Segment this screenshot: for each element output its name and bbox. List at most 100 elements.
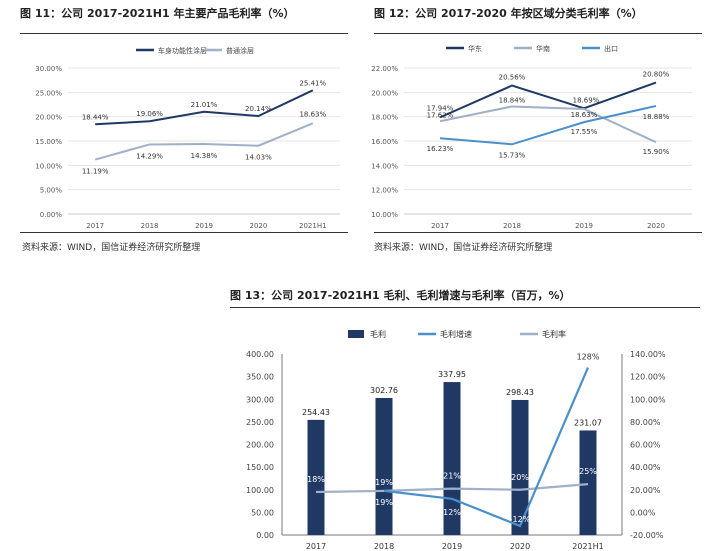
chart-13-bar xyxy=(511,399,529,535)
chart-12-y-tick: 14.00% xyxy=(371,162,398,170)
chart-13-right-y-tick: 120.00% xyxy=(630,373,666,382)
chart-12-data-label: 17.94% xyxy=(427,104,454,112)
chart-11-legend-label: 车身功能性涂层 xyxy=(158,46,207,55)
chart-13-bar-label: 298.43 xyxy=(506,388,534,397)
chart-13-legend-label: 毛利增速 xyxy=(440,329,472,339)
chart-12-series-line xyxy=(439,105,657,144)
chart-13-left-y-tick: 400.00 xyxy=(246,350,274,359)
chart-11-data-label: 20.14% xyxy=(245,105,272,113)
chart-11-y-tick: 25.00% xyxy=(35,89,62,97)
chart-11-legend-label: 普通涂层 xyxy=(226,46,254,55)
chart-12-data-label: 18.63% xyxy=(571,111,598,119)
chart-13-left-y-tick: 100.00 xyxy=(246,486,274,495)
chart-13-right-y-tick: 60.00% xyxy=(630,441,661,450)
chart-13-x-tick: 2021H1 xyxy=(572,542,603,551)
chart-11-source: 资料来源：WIND，国信证券经济研究所整理 xyxy=(22,243,201,253)
chart-12-series-line xyxy=(439,104,657,146)
chart-12-data-label: 16.23% xyxy=(427,145,454,153)
chart-11-data-label: 14.38% xyxy=(191,152,218,160)
chart-13-right-y-tick: 40.00% xyxy=(630,463,661,472)
chart-12-data-label: 18.84% xyxy=(499,96,526,104)
chart-11-data-label: 11.19% xyxy=(82,168,109,176)
chart-13-line-label: 19% xyxy=(375,478,393,487)
chart-13-left-y-tick: 0.00 xyxy=(256,531,274,540)
chart-13-bar xyxy=(307,419,325,535)
chart-11-x-tick: 2017 xyxy=(86,222,104,230)
chart-13-title-rule xyxy=(230,307,700,308)
chart-13-x-tick: 2020 xyxy=(510,542,530,551)
chart-12-data-label: 18.88% xyxy=(643,113,670,121)
chart-13-plot: 0.00 50.00 100.00 150.00 200.00 250.00 300.00 3… xyxy=(246,329,666,551)
chart-12-data-label: 17.62% xyxy=(427,111,454,119)
chart-12-y-tick: 10.00% xyxy=(371,211,398,219)
chart-13-right-y-tick: 80.00% xyxy=(630,418,661,427)
chart-12-source: 资料来源：WIND，国信证券经济研究所整理 xyxy=(374,243,553,253)
chart-12-y-tick: 22.00% xyxy=(371,65,398,73)
chart-13-line-label: 25% xyxy=(579,467,597,476)
chart-13-legend-swatch xyxy=(348,330,364,338)
chart-13-line-label: 18% xyxy=(307,475,325,484)
chart-13-bar xyxy=(375,398,393,535)
chart-13-right-y-tick: -20.00% xyxy=(630,531,664,540)
chart-11-y-tick: 10.00% xyxy=(35,162,62,170)
chart-11-series-line xyxy=(94,122,314,161)
chart-13-legend-label: 毛利率 xyxy=(542,329,566,339)
chart-13-x-tick: 2018 xyxy=(374,542,394,551)
chart-11-title: 图 11：公司 2017-2021H1 年主要产品毛利率（%） xyxy=(20,7,295,20)
chart-13-bar-label: 231.07 xyxy=(574,418,602,427)
chart-13-x-tick: 2017 xyxy=(306,542,326,551)
chart-13-line-label: 21% xyxy=(443,472,461,481)
chart-13-right-y-tick: 100.00% xyxy=(630,395,666,404)
chart-12-plot: 10.00% 12.00% 14.00% 16.00% 18.00% 20.00% 22.0… xyxy=(371,44,692,230)
chart-12-data-label: 15.90% xyxy=(643,148,670,156)
chart-13-bar-label: 302.76 xyxy=(370,386,398,395)
chart-13-bar xyxy=(579,430,597,535)
chart-11-data-label: 14.03% xyxy=(245,154,272,162)
chart-12-data-label: 20.80% xyxy=(643,71,670,79)
chart-12-title: 图 12：公司 2017-2020 年按区域分类毛利率（%） xyxy=(374,7,643,20)
chart-11-data-label: 18.63% xyxy=(299,110,326,118)
chart-11-y-tick: 0.00% xyxy=(40,211,63,219)
chart-13-right-y-tick: 20.00% xyxy=(630,486,661,495)
chart-12-title-rule xyxy=(374,33,702,34)
chart-11-data-label: 14.29% xyxy=(136,152,163,160)
chart-13-bar xyxy=(443,382,461,535)
chart-13-line-label: 12% xyxy=(443,508,461,517)
chart-11-x-tick: 2020 xyxy=(249,222,267,230)
chart-11-bottom-rule xyxy=(20,232,348,233)
chart-11-x-tick: 2019 xyxy=(195,222,213,230)
chart-11-x-tick: 2021H1 xyxy=(299,222,327,230)
chart-12-data-label: 15.73% xyxy=(499,151,526,159)
chart-13-left-y-tick: 350.00 xyxy=(246,373,274,382)
chart-13-bar-label: 337.95 xyxy=(438,370,466,379)
chart-11-title-rule xyxy=(20,33,348,34)
chart-13-bar-label: 254.43 xyxy=(302,408,330,417)
chart-13-right-y-tick: 140.00% xyxy=(630,350,666,359)
chart-12-data-label: 18.69% xyxy=(573,96,600,104)
chart-13-x-tick: 2019 xyxy=(442,542,462,551)
chart-13-legend-label: 毛利 xyxy=(370,329,386,339)
chart-13-left-y-tick: 150.00 xyxy=(246,463,274,472)
chart-11-plot: 0.00% 5.00% 10.00% 15.00% 20.00% 25.00% 30.00%… xyxy=(35,46,340,230)
chart-13-line-label: 128% xyxy=(577,353,600,362)
chart-13-title: 图 13：公司 2017-2021H1 毛利、毛利增速与毛利率（百万，%） xyxy=(230,289,571,302)
chart-11-data-label: 18.44% xyxy=(82,113,109,121)
chart-12-y-tick: 12.00% xyxy=(371,187,398,195)
chart-13-line-label: 20% xyxy=(511,473,529,482)
chart-11-x-tick: 2018 xyxy=(141,222,159,230)
chart-13-series-line xyxy=(315,482,589,494)
chart-12-data-label: 20.56% xyxy=(499,74,526,82)
chart-13-series-line xyxy=(383,367,590,528)
chart-12-x-tick: 2019 xyxy=(575,222,593,230)
chart-12-x-tick: 2017 xyxy=(431,222,449,230)
chart-11-data-label: 19.06% xyxy=(136,110,163,118)
chart-11-data-label: 21.01% xyxy=(191,101,218,109)
chart-13-left-y-tick: 200.00 xyxy=(246,441,274,450)
chart-11-y-tick: 30.00% xyxy=(35,65,62,73)
chart-11-data-label: 25.41% xyxy=(299,79,326,87)
chart-12-x-tick: 2018 xyxy=(503,222,521,230)
chart-12-y-tick: 20.00% xyxy=(371,89,398,97)
chart-13-line-label: 19% xyxy=(375,498,393,507)
chart-13-left-y-tick: 50.00 xyxy=(251,508,274,517)
chart-13-right-y-tick: 0.00% xyxy=(630,508,656,517)
